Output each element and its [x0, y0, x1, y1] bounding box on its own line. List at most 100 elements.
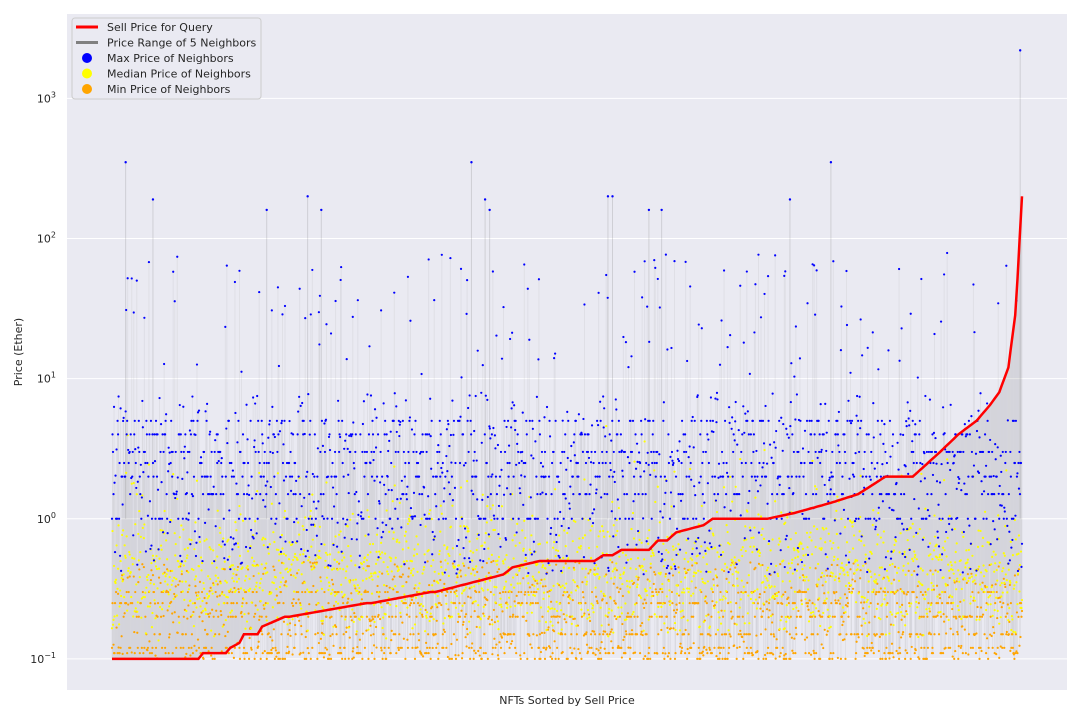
median-price-dot	[416, 570, 419, 573]
min-price-dot	[533, 657, 536, 661]
median-price-dot	[216, 555, 219, 558]
median-price-dot	[657, 605, 660, 608]
median-price-dot	[740, 579, 743, 582]
min-price-dot	[595, 647, 598, 650]
median-price-dot	[439, 504, 442, 507]
min-price-dot	[532, 633, 535, 636]
median-price-dot	[474, 600, 477, 603]
min-price-dot	[566, 657, 569, 661]
median-price-dot	[480, 587, 483, 590]
min-price-dot	[351, 657, 354, 661]
min-price-dot	[794, 626, 797, 629]
median-price-dot	[472, 600, 475, 603]
min-price-dot	[803, 638, 807, 641]
min-price-dot	[675, 608, 679, 611]
median-price-dot	[665, 595, 669, 598]
min-price-dot	[294, 623, 297, 627]
median-price-dot	[323, 543, 326, 546]
median-price-dot	[170, 519, 173, 522]
min-price-dot	[816, 633, 819, 636]
min-price-dot	[355, 633, 358, 636]
median-price-dot	[336, 568, 339, 571]
min-price-dot	[151, 646, 154, 649]
min-price-dot	[688, 602, 691, 605]
median-price-dot	[670, 505, 673, 508]
min-price-dot	[415, 615, 418, 618]
min-price-dot	[455, 638, 459, 641]
min-price-dot	[473, 609, 476, 613]
min-price-dot	[653, 570, 656, 574]
median-price-dot	[638, 594, 642, 598]
median-price-dot	[793, 549, 796, 552]
min-price-dot	[495, 643, 498, 646]
median-price-dot	[217, 576, 220, 579]
median-price-dot	[602, 529, 605, 533]
min-price-dot	[714, 568, 717, 571]
min-price-dot	[505, 601, 508, 604]
median-price-dot	[485, 575, 488, 578]
min-price-dot	[642, 657, 645, 661]
min-price-dot	[641, 621, 644, 625]
median-price-dot	[722, 595, 725, 598]
min-price-dot	[819, 615, 822, 618]
min-price-dot	[830, 563, 833, 566]
min-price-dot	[367, 657, 370, 661]
min-price-dot	[248, 636, 251, 640]
median-price-dot	[557, 549, 560, 552]
median-price-dot	[423, 553, 426, 556]
median-price-dot	[449, 525, 453, 528]
min-price-dot	[456, 620, 460, 624]
min-price-dot	[860, 624, 863, 627]
median-price-dot	[484, 580, 487, 583]
min-price-dot	[832, 652, 835, 655]
median-price-dot	[763, 448, 766, 452]
median-price-dot	[692, 592, 695, 595]
min-price-dot	[173, 592, 176, 596]
median-price-dot	[549, 588, 553, 592]
min-price-dot	[450, 642, 453, 646]
min-price-dot	[851, 587, 855, 590]
min-price-dot	[913, 652, 916, 655]
min-price-dot	[609, 630, 612, 633]
min-price-dot	[359, 652, 362, 655]
median-price-dot	[303, 549, 306, 552]
min-price-dot	[594, 595, 598, 598]
median-price-dot	[533, 584, 536, 588]
min-price-dot	[799, 615, 803, 618]
min-price-dot	[460, 657, 464, 660]
min-price-dot	[660, 615, 663, 618]
min-price-dot	[479, 646, 482, 649]
min-price-dot	[889, 652, 892, 655]
min-price-dot	[371, 615, 374, 618]
median-price-dot	[680, 591, 684, 594]
min-price-dot	[795, 615, 799, 618]
median-price-dot	[642, 568, 645, 572]
min-price-dot	[524, 590, 527, 594]
median-price-dot	[122, 529, 125, 532]
min-price-dot	[766, 646, 770, 649]
median-price-dot	[537, 571, 541, 574]
min-price-dot	[715, 654, 718, 658]
min-price-dot	[844, 603, 848, 607]
min-price-dot	[202, 657, 205, 661]
min-price-dot	[724, 633, 728, 636]
median-price-dot	[488, 579, 491, 582]
median-price-dot	[363, 556, 367, 559]
median-price-dot	[358, 618, 361, 621]
min-price-dot	[915, 596, 918, 599]
min-price-dot	[945, 615, 948, 618]
min-price-dot	[624, 652, 627, 655]
min-price-dot	[712, 578, 715, 581]
min-price-dot	[643, 598, 646, 601]
median-price-dot	[470, 586, 473, 589]
median-price-dot	[168, 605, 171, 608]
median-price-dot	[528, 548, 531, 551]
min-price-dot	[573, 647, 576, 650]
min-price-dot	[467, 566, 470, 570]
median-price-dot	[338, 533, 341, 536]
median-price-dot	[193, 578, 197, 581]
median-price-dot	[125, 471, 128, 474]
min-price-dot	[247, 657, 251, 661]
min-price-dot	[895, 649, 898, 653]
min-price-dot	[190, 633, 194, 636]
